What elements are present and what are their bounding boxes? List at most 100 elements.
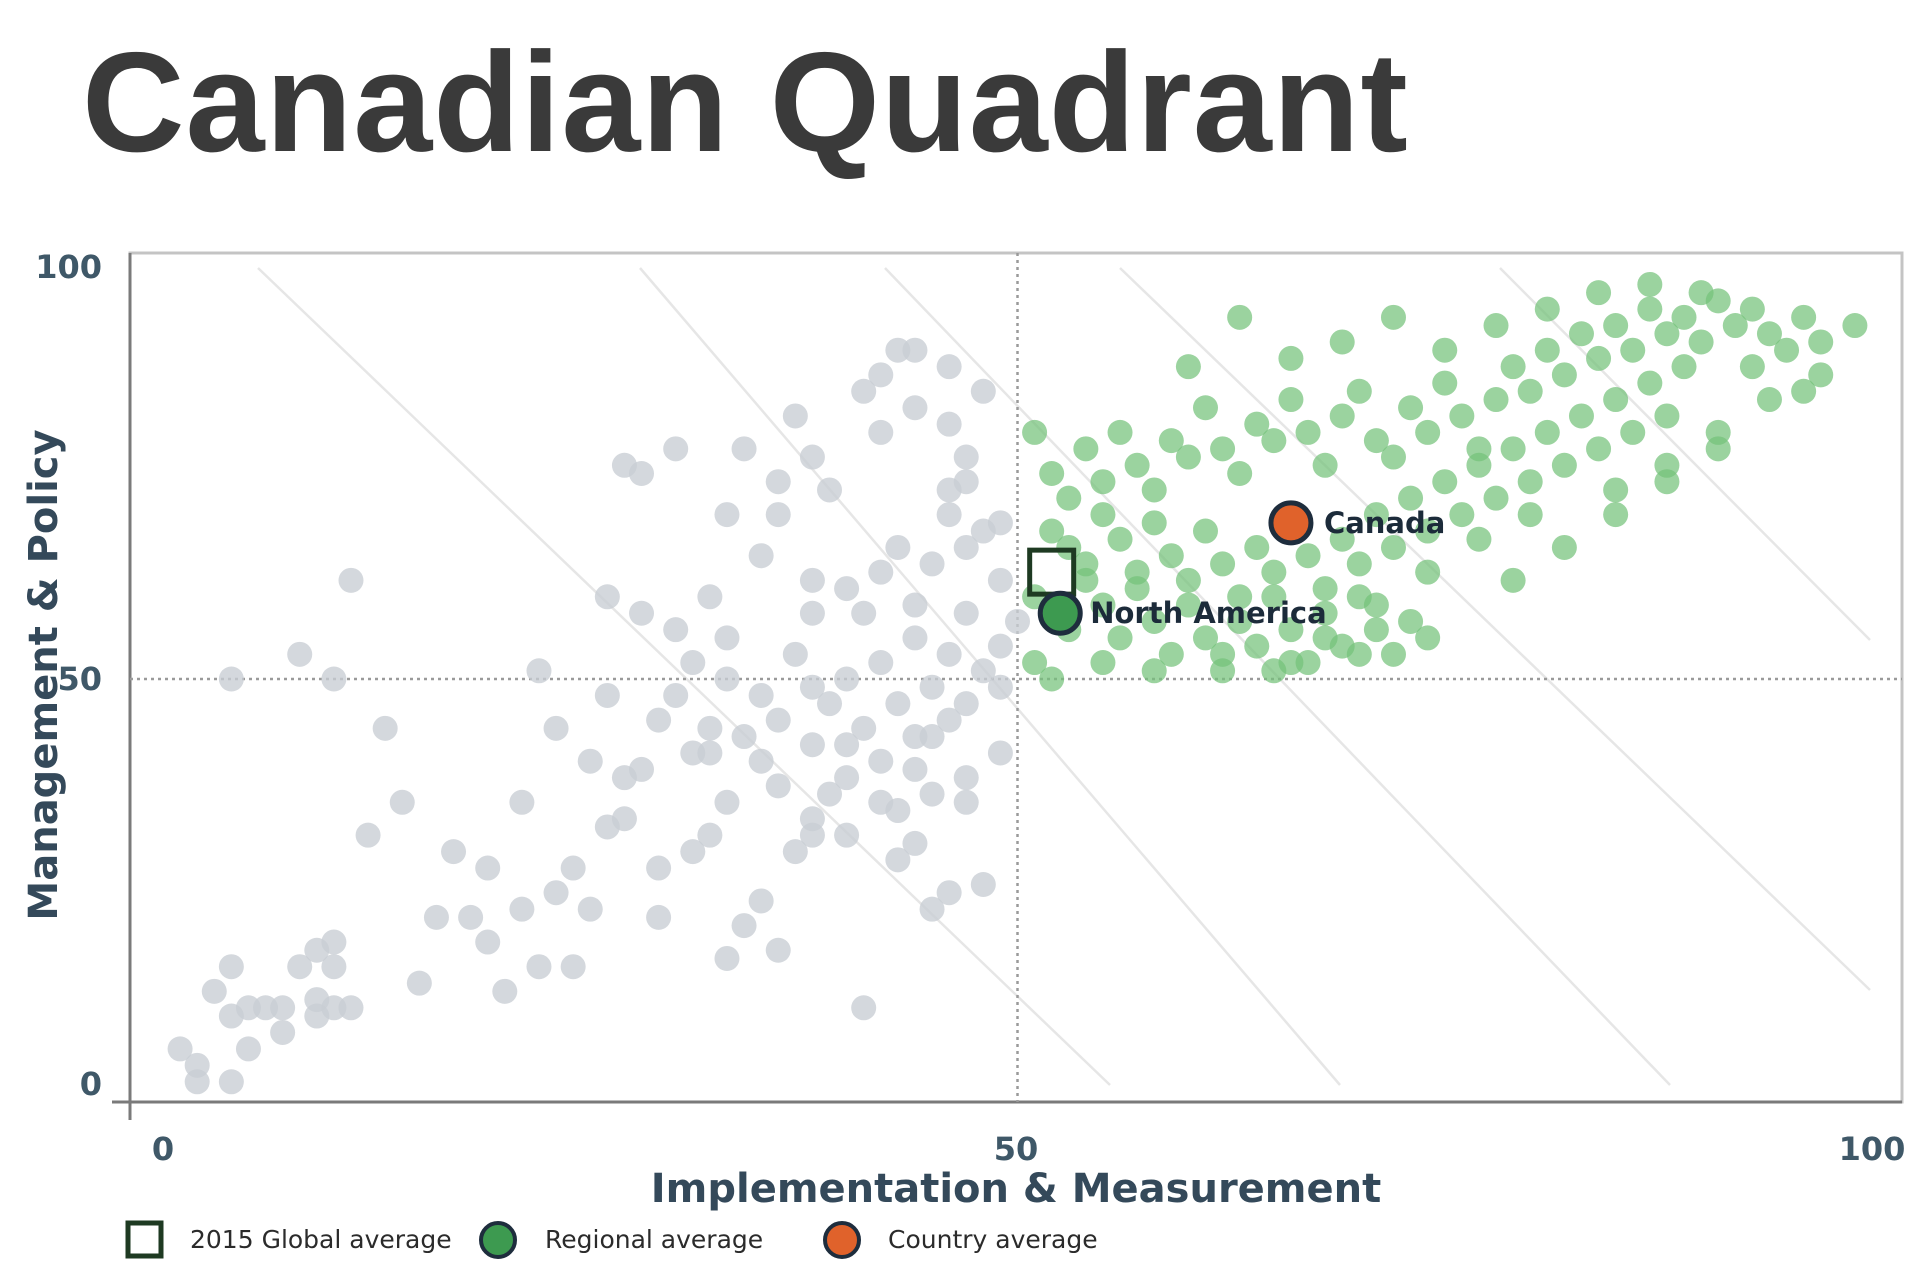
high-quadrant-data-point (1603, 387, 1629, 413)
high-quadrant-data-point (1483, 387, 1509, 413)
high-quadrant-data-point (1278, 617, 1304, 643)
high-quadrant-data-point (1295, 650, 1321, 676)
global-data-point (817, 691, 843, 717)
high-quadrant-data-point (1090, 469, 1116, 495)
global-data-point (697, 822, 723, 848)
global-data-point (714, 666, 740, 692)
legend: 2015 Global average Regional average Cou… (125, 1220, 1098, 1259)
global-data-point (817, 477, 843, 503)
high-quadrant-data-point (1791, 304, 1817, 330)
y-tick-label: 50 (57, 660, 102, 698)
global-data-point (782, 641, 808, 667)
y-axis-label: Management & Policy (21, 429, 67, 920)
global-data-point (799, 732, 825, 758)
global-data-point (218, 666, 244, 692)
global-data-point (714, 789, 740, 815)
global-data-point (611, 806, 637, 832)
high-quadrant-data-point (1620, 337, 1646, 363)
global-data-point (731, 913, 757, 939)
global-data-point (680, 740, 706, 766)
global-data-point (953, 444, 979, 470)
high-quadrant-data-point (1808, 362, 1834, 388)
high-quadrant-data-point (1380, 444, 1406, 470)
high-quadrant-data-point (1107, 625, 1133, 651)
diagonal-guides (257, 267, 1871, 1086)
high-quadrant-data-point (1568, 403, 1594, 429)
global-data-point (885, 847, 911, 873)
legend-label: 2015 Global average (190, 1225, 452, 1254)
global-data-point (748, 748, 774, 774)
global-data-point (509, 896, 535, 922)
global-data-point (936, 641, 962, 667)
global-data-point (799, 567, 825, 593)
high-quadrant-data-point (1022, 419, 1048, 445)
high-quadrant-data-point (1039, 518, 1065, 544)
global-data-point (218, 1069, 244, 1095)
global-data-point (868, 362, 894, 388)
high-quadrant-data-point (1175, 567, 1201, 593)
high-quadrant-data-point (1739, 296, 1765, 322)
high-quadrant-data-point (1534, 419, 1560, 445)
high-quadrant-data-point (1278, 387, 1304, 413)
global-data-point (936, 354, 962, 380)
global-data-point (885, 691, 911, 717)
global-data-point (355, 822, 381, 848)
global-data-point (560, 855, 586, 881)
high-quadrant-data-point (1090, 592, 1116, 618)
high-quadrant-data-point (1551, 534, 1577, 560)
high-quadrant-data-point (1312, 452, 1338, 478)
high-quadrant-data-point (1329, 329, 1355, 355)
high-quadrant-data-point (1739, 354, 1765, 380)
high-quadrant-data-point (1620, 419, 1646, 445)
global-data-point (748, 888, 774, 914)
global-data-point (936, 411, 962, 437)
global-data-point (834, 765, 860, 791)
high-quadrant-data-point (1449, 502, 1475, 528)
global-data-point (748, 682, 774, 708)
high-quadrant-data-point (1654, 469, 1680, 495)
high-quadrant-data-point (1346, 551, 1372, 577)
global-data-point (851, 600, 877, 626)
high-quadrant-data-point (1756, 387, 1782, 413)
global-data-point (987, 510, 1013, 536)
global-data-point (936, 707, 962, 733)
global-data-point (270, 995, 296, 1021)
high-quadrant-data-point (1671, 354, 1697, 380)
high-quadrant-data-point (1107, 526, 1133, 552)
global-data-point (902, 395, 928, 421)
global-data-point (953, 534, 979, 560)
high-quadrant-data-point (1654, 403, 1680, 429)
global-data-point (680, 839, 706, 865)
global-data-point (902, 724, 928, 750)
high-quadrant-data-point (1090, 502, 1116, 528)
global-data-point (287, 641, 313, 667)
global-data-point (987, 740, 1013, 766)
global-data-point (646, 855, 672, 881)
high-quadrant-data-point (1722, 313, 1748, 339)
global-data-point (441, 839, 467, 865)
global-data-point (731, 436, 757, 462)
global-data-point (389, 789, 415, 815)
high-quadrant-data-point (1329, 526, 1355, 552)
high-quadrant-data-point (1141, 477, 1167, 503)
highlight-markers (1027, 500, 1314, 636)
global-data-point (646, 904, 672, 930)
high-quadrant-data-point (1688, 329, 1714, 355)
high-quadrant-data-point (1192, 518, 1218, 544)
high-quadrant-data-point (1398, 485, 1424, 511)
high-quadrant-data-point (1363, 502, 1389, 528)
high-quadrant-data-point (1158, 543, 1184, 569)
high-quadrant-data-point (1380, 641, 1406, 667)
global-data-point (765, 707, 791, 733)
global-data-point (577, 748, 603, 774)
high-quadrant-data-point (1500, 436, 1526, 462)
high-quadrant-data-point (1192, 625, 1218, 651)
high-quadrant-data-point (1466, 526, 1492, 552)
data-points (167, 271, 1868, 1095)
high-quadrant-data-point (1073, 567, 1099, 593)
high-quadrant-data-point (1141, 510, 1167, 536)
high-quadrant-data-point (1603, 477, 1629, 503)
global-data-point (509, 789, 535, 815)
global-data-point (953, 600, 979, 626)
global-data-point (748, 543, 774, 569)
